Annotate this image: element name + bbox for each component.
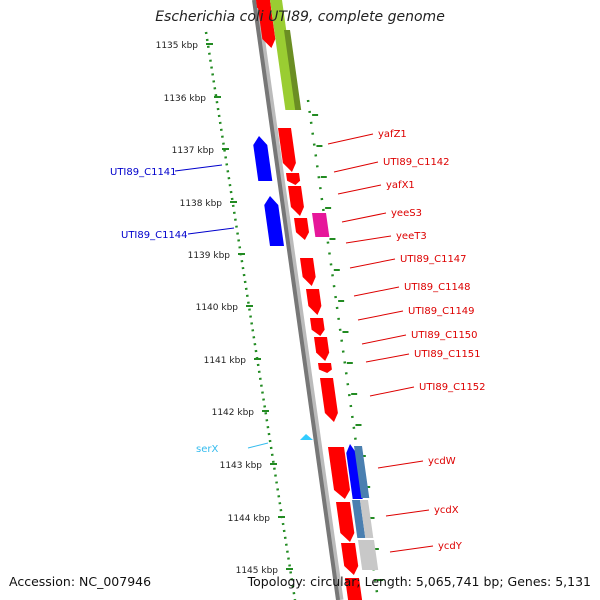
gene-label: UTI89_C1150 (411, 330, 478, 341)
gene-label: ycdW (428, 456, 456, 467)
misc-feature-steelblue (354, 446, 370, 498)
leader-line (333, 161, 379, 173)
misc-feature-green-dark (284, 30, 302, 110)
gene-label: yafX1 (386, 180, 415, 191)
backbone (252, 0, 340, 600)
leader-line (385, 509, 430, 517)
gene-label: yeeS3 (391, 208, 422, 219)
gene-label: UTI89_C1152 (419, 382, 486, 393)
forward-cds-arrow (300, 258, 316, 286)
forward-cds-arrow (320, 378, 338, 422)
forward-cds-arrow (278, 128, 296, 172)
leader-line (357, 310, 404, 321)
leader-line (174, 164, 223, 172)
gene-label: UTI89_C1151 (414, 349, 481, 360)
leader-line (187, 227, 235, 235)
misc-feature-grey (360, 500, 374, 538)
gene-label: UTI89_C1148 (404, 282, 471, 293)
leader-line (361, 334, 407, 345)
forward-cds-arrow (306, 289, 322, 315)
cds-ycdx (336, 502, 355, 542)
leader-line (337, 184, 382, 195)
leader-line (369, 386, 415, 397)
gene-label: ycdY (438, 541, 463, 552)
kbp-ticks: 1135 kbp 1136 kbp 1137 kbp 1138 kbp 1139 kbp… (156, 41, 293, 576)
misc-feature-steelblue-2 (352, 500, 366, 538)
leader-line (389, 545, 434, 553)
reverse-cds-utI89-c1144 (264, 196, 284, 246)
cds-ycdw (328, 447, 351, 499)
leader-line (247, 442, 269, 449)
misc-feature-green (270, 0, 298, 110)
gene-label: UTI89_C1149 (408, 306, 475, 317)
leader-line (377, 460, 424, 469)
kbp-tick-label: 1139 kbp (188, 251, 231, 261)
cds-bottom (345, 578, 363, 600)
cds-ycdw-blue (346, 444, 363, 499)
leader-line (327, 133, 374, 145)
inner-dot-ring (204, 31, 297, 600)
forward-cds-arrow (286, 173, 301, 185)
forward-cds-arrow (314, 337, 330, 361)
gene-label: yafZ1 (378, 129, 407, 140)
gene-label: UTI89_C1147 (400, 254, 467, 265)
kbp-tick-label: 1137 kbp (172, 146, 215, 156)
gene-label: ycdX (434, 505, 459, 516)
forward-cds-arrow (294, 218, 310, 240)
kbp-tick-label: 1143 kbp (220, 461, 263, 471)
forward-cds-arrow (318, 363, 332, 373)
gene-features (253, 0, 379, 600)
leader-line (345, 235, 392, 244)
cds-ycdy (341, 543, 359, 575)
misc-feature-grey-2 (358, 540, 379, 570)
kbp-tick-label: 1144 kbp (228, 514, 271, 524)
cds-top-b (258, 8, 276, 48)
trna-serx-arrow (300, 434, 313, 440)
cds-top-a (256, 0, 272, 8)
kbp-tick-label: 1141 kbp (204, 356, 247, 366)
accession-text: Accession: NC_007946 (9, 574, 152, 589)
gene-label: UTI89_C1144 (121, 230, 188, 241)
forward-cds-arrow (310, 318, 325, 336)
genome-title: Escherichia coli UTI89, complete genome (155, 9, 445, 25)
leader-line (365, 353, 410, 363)
kbp-tick-label: 1138 kbp (180, 199, 223, 209)
gene-label: serX (196, 444, 218, 455)
gene-label: UTI89_C1141 (110, 167, 177, 178)
leader-line (349, 258, 396, 269)
reverse-cds-utI89-c1141 (253, 136, 273, 181)
leader-line (353, 286, 400, 297)
kbp-tick-label: 1140 kbp (196, 303, 239, 313)
leader-line (341, 212, 387, 223)
kbp-tick-label: 1142 kbp (212, 408, 255, 418)
kbp-tick-label: 1135 kbp (156, 41, 199, 51)
kbp-tick-label: 1145 kbp (236, 566, 279, 576)
gene-label: yeeT3 (396, 231, 427, 242)
gene-labels: UTI89_C1141 UTI89_C1144 serX yafZ1 UTI89_C11… (110, 129, 486, 553)
gene-label: UTI89_C1142 (383, 157, 450, 168)
genome-stats-text: Topology: circular; Length: 5,065,741 bp… (247, 574, 591, 589)
pink-feature (312, 213, 330, 237)
kbp-tick-label: 1136 kbp (164, 94, 207, 104)
forward-cds-arrow (288, 186, 304, 216)
